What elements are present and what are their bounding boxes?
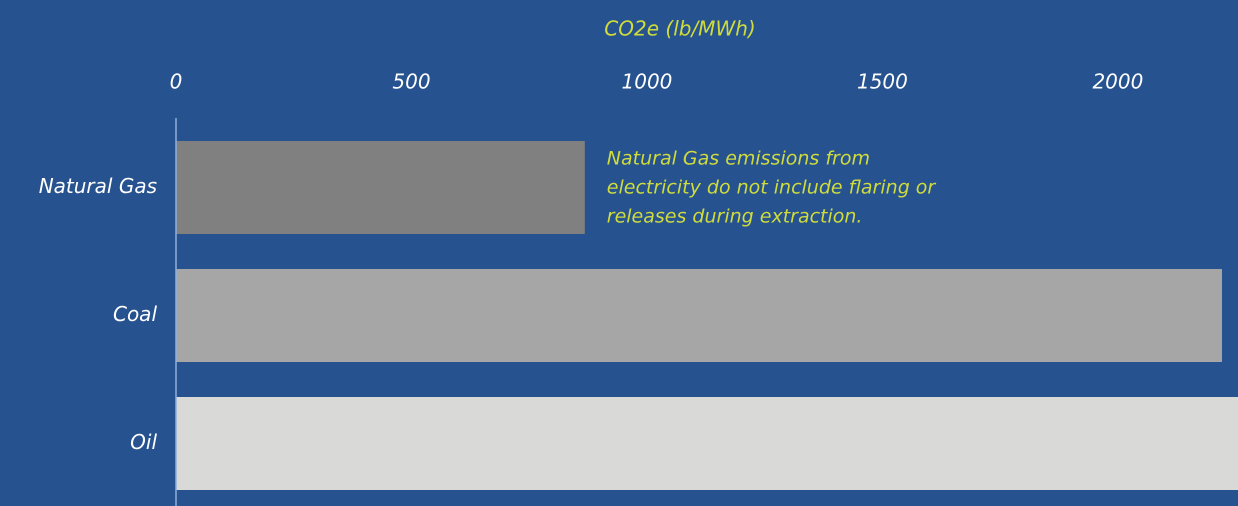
bar xyxy=(176,397,1238,490)
bar xyxy=(176,141,585,234)
x-tick-label: 1000 xyxy=(622,70,673,94)
axis-title: CO2e (lb/MWh) xyxy=(604,17,755,41)
annotation: Natural Gas emissions from xyxy=(607,148,870,170)
x-tick-label: 0 xyxy=(170,70,183,94)
annotation: electricity do not include flaring or xyxy=(607,177,937,199)
x-tick-label: 1500 xyxy=(857,70,908,94)
y-tick-label: Coal xyxy=(113,302,157,326)
annotation: releases during extraction. xyxy=(607,206,863,228)
bar xyxy=(176,269,1222,362)
x-tick-label: 500 xyxy=(392,70,430,94)
y-tick-label: Oil xyxy=(130,430,157,454)
x-tick-label: 2000 xyxy=(1092,70,1143,94)
y-tick-label: Natural Gas xyxy=(39,174,157,198)
